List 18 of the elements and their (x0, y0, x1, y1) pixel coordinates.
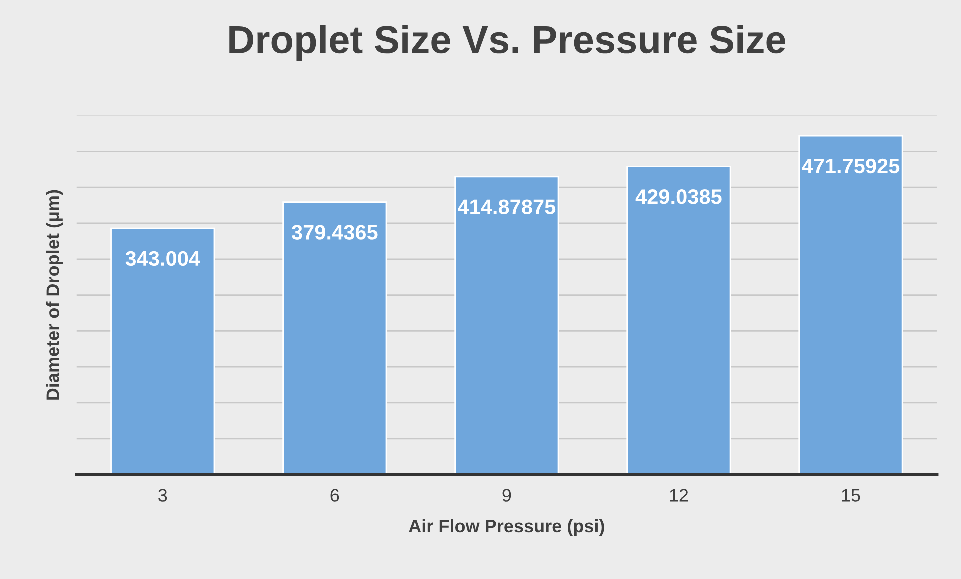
bar (282, 202, 388, 475)
bar (110, 228, 216, 475)
data-label: 429.0385 (636, 190, 722, 204)
x-tick-label: 12 (670, 489, 688, 502)
x-tick-label: 6 (330, 489, 340, 502)
data-label: 414.87875 (458, 200, 556, 214)
x-tick-label: 9 (502, 489, 512, 502)
x-tick-label: 15 (842, 489, 860, 502)
y-axis-title: Diameter of Droplet (μm) (46, 190, 63, 400)
data-label: 379.4365 (292, 225, 378, 240)
x-axis-title: Air Flow Pressure (psi) (409, 519, 604, 536)
bar (454, 176, 560, 475)
bar (626, 166, 732, 475)
bar (798, 135, 904, 475)
data-label: 343.004 (126, 251, 200, 266)
data-label: 471.75925 (802, 158, 900, 174)
x-tick-label: 3 (158, 489, 168, 502)
chart-title: Droplet Size Vs. Pressure Size (230, 25, 786, 62)
